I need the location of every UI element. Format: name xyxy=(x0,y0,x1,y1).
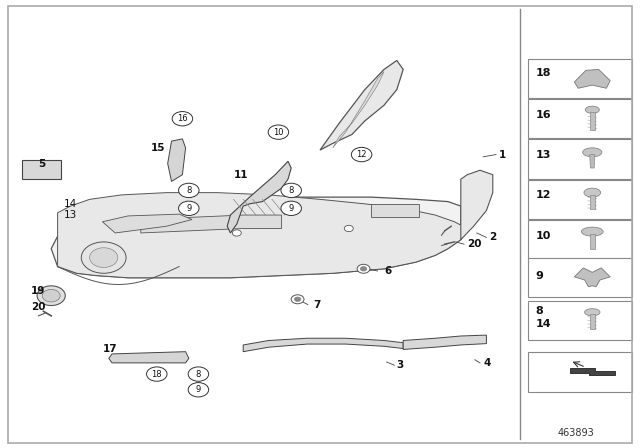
Text: 3: 3 xyxy=(397,360,404,370)
Text: 8: 8 xyxy=(289,186,294,195)
Text: 19: 19 xyxy=(31,286,45,296)
Polygon shape xyxy=(227,161,291,233)
Circle shape xyxy=(172,112,193,126)
Text: 14: 14 xyxy=(536,319,551,329)
Text: 9: 9 xyxy=(289,204,294,213)
Circle shape xyxy=(294,297,301,302)
Text: 12: 12 xyxy=(536,190,551,200)
Text: 9: 9 xyxy=(196,385,201,394)
Text: 2: 2 xyxy=(490,233,497,242)
Polygon shape xyxy=(589,234,595,249)
Text: 20: 20 xyxy=(31,302,45,312)
Circle shape xyxy=(291,295,304,304)
Circle shape xyxy=(188,367,209,381)
Polygon shape xyxy=(109,352,189,363)
Text: 13: 13 xyxy=(536,151,551,160)
Text: 18: 18 xyxy=(152,370,162,379)
Ellipse shape xyxy=(581,227,603,236)
Ellipse shape xyxy=(584,188,600,197)
Polygon shape xyxy=(403,335,486,349)
Text: 16: 16 xyxy=(536,110,551,120)
Text: 18: 18 xyxy=(536,68,551,78)
Polygon shape xyxy=(141,215,282,233)
Text: 8: 8 xyxy=(196,370,201,379)
Text: 9: 9 xyxy=(536,271,543,280)
Text: 8: 8 xyxy=(186,186,191,195)
Circle shape xyxy=(179,183,199,198)
Polygon shape xyxy=(243,338,403,352)
Text: 1: 1 xyxy=(499,150,506,159)
Circle shape xyxy=(344,225,353,232)
Polygon shape xyxy=(51,197,461,278)
Circle shape xyxy=(281,201,301,215)
FancyBboxPatch shape xyxy=(528,352,632,392)
Circle shape xyxy=(281,183,301,198)
Text: 10: 10 xyxy=(273,128,284,137)
FancyBboxPatch shape xyxy=(528,139,632,179)
Text: 4: 4 xyxy=(483,358,491,368)
Polygon shape xyxy=(102,214,192,233)
Polygon shape xyxy=(574,69,610,88)
Circle shape xyxy=(351,147,372,162)
Text: 14: 14 xyxy=(64,199,77,209)
Circle shape xyxy=(147,367,167,381)
Circle shape xyxy=(360,267,367,271)
FancyBboxPatch shape xyxy=(371,204,419,217)
Circle shape xyxy=(179,201,199,215)
FancyBboxPatch shape xyxy=(528,180,632,219)
Text: 6: 6 xyxy=(384,266,391,276)
Polygon shape xyxy=(461,170,493,240)
Polygon shape xyxy=(320,60,403,150)
FancyBboxPatch shape xyxy=(528,220,632,259)
Text: 10: 10 xyxy=(536,231,551,241)
Ellipse shape xyxy=(585,106,599,113)
Text: 13: 13 xyxy=(64,210,77,220)
Text: 9: 9 xyxy=(186,204,191,213)
FancyBboxPatch shape xyxy=(528,301,632,340)
Circle shape xyxy=(90,248,118,267)
FancyBboxPatch shape xyxy=(528,59,632,98)
Polygon shape xyxy=(58,193,467,278)
FancyBboxPatch shape xyxy=(22,160,61,179)
Polygon shape xyxy=(168,139,186,181)
Polygon shape xyxy=(589,314,595,329)
Circle shape xyxy=(42,289,60,302)
Text: 463893: 463893 xyxy=(557,428,595,438)
Polygon shape xyxy=(589,155,595,168)
Circle shape xyxy=(268,125,289,139)
Polygon shape xyxy=(570,368,614,375)
Text: 16: 16 xyxy=(177,114,188,123)
Text: 12: 12 xyxy=(356,150,367,159)
Text: 8: 8 xyxy=(536,306,543,316)
Polygon shape xyxy=(589,112,595,130)
Polygon shape xyxy=(589,195,595,209)
Ellipse shape xyxy=(584,309,600,316)
Text: 15: 15 xyxy=(150,143,165,153)
Ellipse shape xyxy=(582,148,602,157)
Text: 11: 11 xyxy=(234,170,248,180)
Text: 20: 20 xyxy=(467,239,482,249)
Circle shape xyxy=(357,264,370,273)
Circle shape xyxy=(232,230,241,236)
Circle shape xyxy=(81,242,126,273)
Polygon shape xyxy=(333,72,384,148)
Polygon shape xyxy=(574,268,610,287)
Text: 5: 5 xyxy=(38,159,45,168)
Text: 7: 7 xyxy=(314,300,321,310)
FancyBboxPatch shape xyxy=(528,258,632,297)
FancyBboxPatch shape xyxy=(528,99,632,138)
Circle shape xyxy=(37,286,65,306)
Text: 17: 17 xyxy=(102,345,117,354)
Circle shape xyxy=(188,383,209,397)
